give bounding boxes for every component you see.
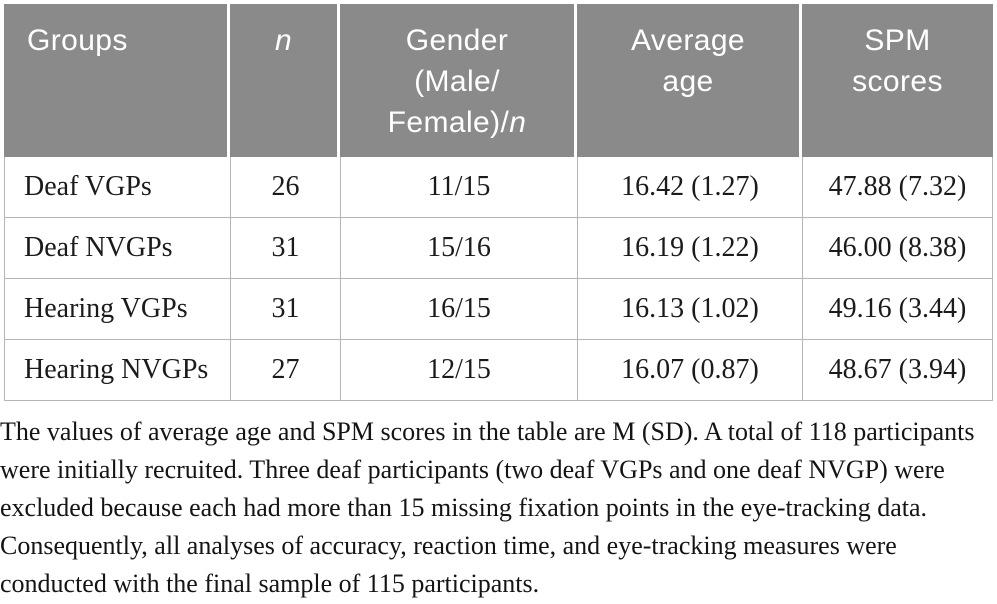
header-average-line1: Average (631, 24, 745, 57)
footnote-line: were initially recruited. Three deaf par… (0, 455, 945, 484)
table-header-row: Groups n Gender (Male/ Female)/n Average… (4, 4, 993, 157)
table-body: Deaf VGPs 26 11/15 16.42 (1.27) 47.88 (7… (4, 157, 993, 401)
cell-spm-scores: 48.67 (3.94) (828, 354, 967, 385)
header-spm-line2: scores (852, 65, 943, 98)
participants-table: Groups n Gender (Male/ Female)/n Average… (4, 4, 993, 401)
cell-group: Deaf NVGPs (5, 218, 231, 278)
footnote-line: conducted with the final sample of 115 p… (0, 569, 540, 598)
footnote-line: excluded because each had more than 15 m… (0, 493, 928, 522)
cell-n: 26 (231, 157, 341, 217)
cell-n: 31 (231, 218, 341, 278)
footnote-line: The values of average age and SPM scores… (0, 417, 975, 446)
header-spm-line1: SPM (864, 24, 931, 57)
table-row-deaf-vgps: Deaf VGPs 26 11/15 16.42 (1.27) 47.88 (7… (5, 157, 992, 218)
header-gender-line3-text: Female)/ (387, 106, 510, 139)
cell-spm-scores: 47.88 (7.32) (828, 171, 967, 202)
header-cell-spm-scores: SPM scores (802, 4, 993, 157)
cell-group: Deaf VGPs (5, 157, 231, 217)
header-cell-groups: Groups (4, 4, 230, 157)
cell-group: Hearing NVGPs (5, 340, 231, 400)
header-average-line2: age (662, 65, 714, 98)
cell-average-age: 16.13 (1.02) (578, 279, 803, 339)
cell-gender: 12/15 (341, 340, 578, 400)
cell-spm-scores: 49.16 (3.44) (828, 293, 967, 324)
header-gender-line3: Female)/n (340, 102, 574, 143)
cell-gender: 16/15 (341, 279, 578, 339)
cell-n: 31 (231, 279, 341, 339)
table-row-deaf-nvgps: Deaf NVGPs 31 15/16 16.19 (1.22) 46.00 (… (5, 218, 992, 279)
header-gender-line1: Gender (405, 24, 509, 57)
cell-average-age: 16.42 (1.27) (578, 157, 803, 217)
header-gender-italic-n: n (509, 106, 527, 139)
cell-gender: 15/16 (341, 218, 578, 278)
header-gender-line2: (Male/ (414, 65, 500, 98)
table-row-hearing-vgps: Hearing VGPs 31 16/15 16.13 (1.02) 49.16… (5, 279, 992, 340)
table-footnote: The values of average age and SPM scores… (0, 413, 997, 603)
header-cell-n: n (230, 4, 340, 157)
cell-spm-scores: 46.00 (8.38) (828, 232, 967, 263)
cell-average-age: 16.07 (0.87) (578, 340, 803, 400)
footnote-line: Consequently, all analyses of accuracy, … (0, 531, 897, 560)
header-cell-gender: Gender (Male/ Female)/n (340, 4, 577, 157)
cell-average-age: 16.19 (1.22) (578, 218, 803, 278)
cell-n: 27 (231, 340, 341, 400)
cell-group: Hearing VGPs (5, 279, 231, 339)
table-row-hearing-nvgps: Hearing NVGPs 27 12/15 16.07 (0.87) 48.6… (5, 340, 992, 401)
header-n-label: n (274, 24, 293, 57)
cell-gender: 11/15 (341, 157, 578, 217)
header-groups-label: Groups (27, 24, 128, 57)
header-cell-average-age: Average age (577, 4, 802, 157)
